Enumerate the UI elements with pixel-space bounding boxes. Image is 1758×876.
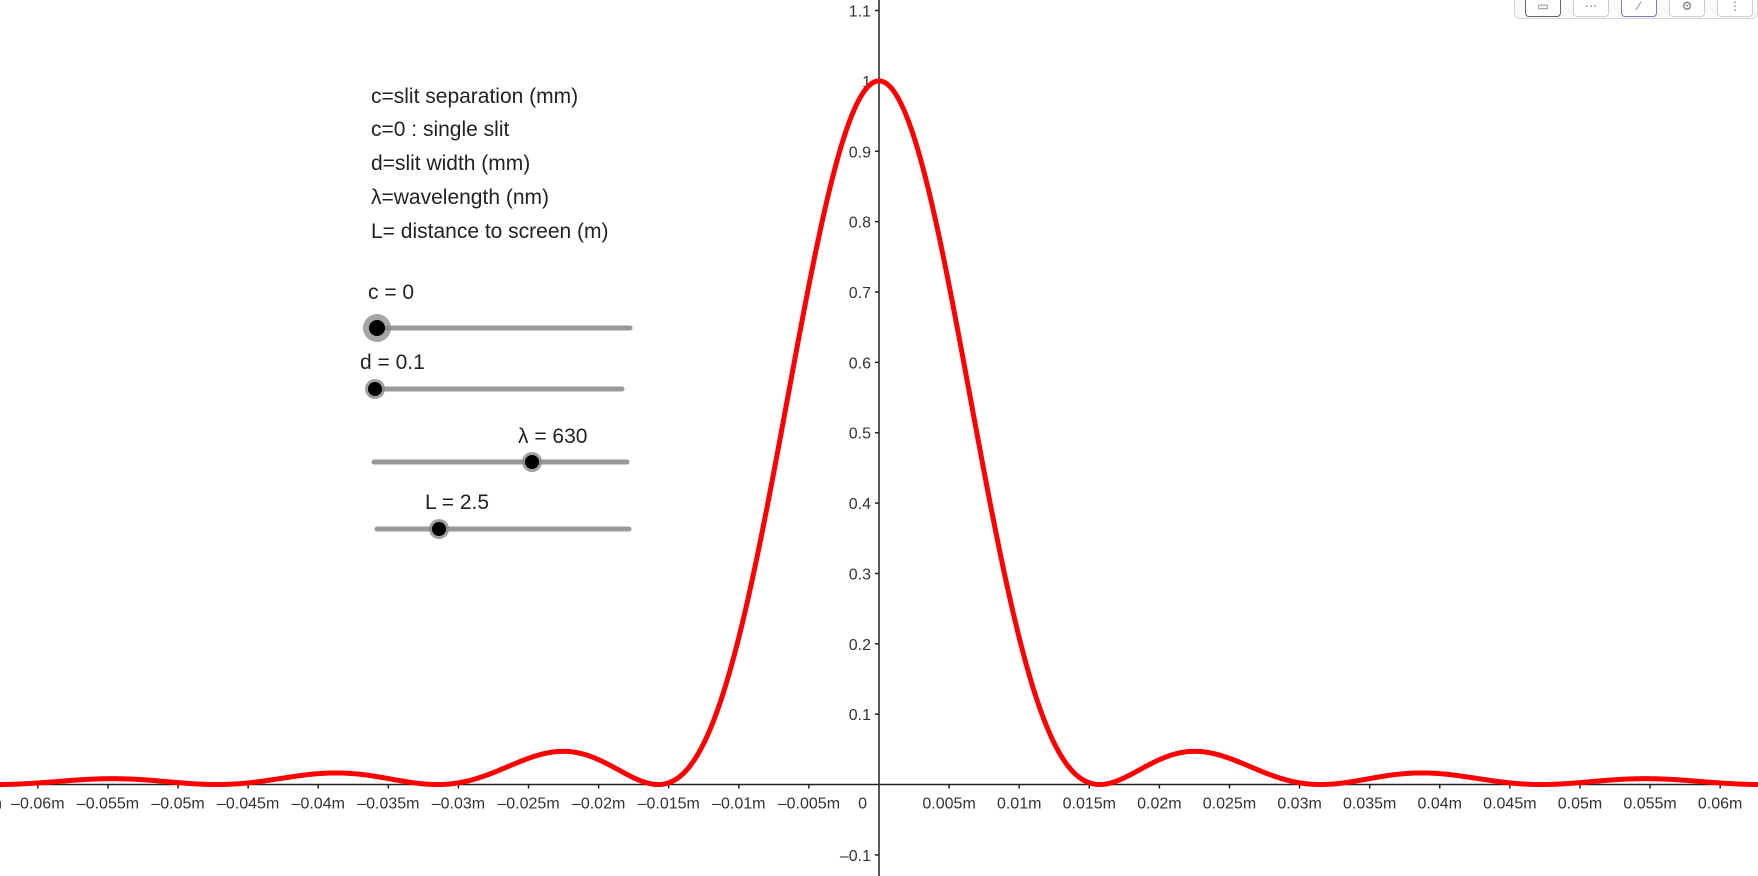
x-tick-label: –0.045m xyxy=(217,796,279,813)
info-line-slit-width: d=slit width (mm) xyxy=(371,152,530,175)
x-tick-label: 0.01m xyxy=(997,796,1041,813)
x-tick-label: 0.015m xyxy=(1063,796,1116,813)
x-tick-label: 0.025m xyxy=(1203,796,1256,813)
y-tick-label: 0.2 xyxy=(849,637,871,654)
slider-L-label: L = 2.5 xyxy=(425,491,489,514)
intensity-curve[interactable] xyxy=(0,78,1758,788)
x-axis-ticks: –0.06m –0.055m –0.05m –0.045m –0.04m –0.035m –… xyxy=(0,784,1742,813)
slider-L-handle[interactable] xyxy=(432,522,446,536)
y-tick-label: 0.5 xyxy=(849,426,871,443)
info-line-slit-separation: c=slit separation (mm) xyxy=(371,85,578,108)
y-tick-label: 1.1 xyxy=(849,4,871,21)
y-tick-label: 1 xyxy=(862,74,871,91)
origin-label: 0 xyxy=(858,796,867,813)
graphics-view-icon[interactable]: ▭ xyxy=(1525,0,1561,17)
slider-lambda-handle[interactable] xyxy=(525,455,539,469)
x-tick-label: –0.05m xyxy=(151,796,204,813)
x-tick-label: –0.06m xyxy=(11,796,64,813)
slider-lambda-label: λ = 630 xyxy=(518,425,587,448)
more-menu-icon[interactable]: ⋮ xyxy=(1717,0,1753,17)
x-tick-label: 0.03m xyxy=(1277,796,1321,813)
x-tick-label: 0.05m xyxy=(1558,796,1602,813)
x-tick-label: –0.01m xyxy=(712,796,765,813)
info-line-wavelength: λ=wavelength (nm) xyxy=(371,186,549,209)
y-tick-label: –0.1 xyxy=(840,848,871,865)
slider-lambda[interactable]: λ = 630 xyxy=(371,425,630,472)
y-axis-ticks: –0.1 0.1 0.2 0.3 0.4 0.5 0.6 0.7 0.8 0.9 1 1.1 xyxy=(840,4,879,865)
x-tick-label: –0.03m xyxy=(432,796,485,813)
x-tick-label: 0.005m xyxy=(922,796,975,813)
graphics-toolbar: ▭ ⋯ ⁄ ⚙ ⋮ xyxy=(1514,0,1758,19)
x-tick-label: –0.025m xyxy=(497,796,559,813)
slider-L[interactable]: L = 2.5 xyxy=(374,491,632,539)
info-line-single-slit: c=0 : single slit xyxy=(371,118,509,141)
slider-d-label: d = 0.1 xyxy=(360,351,425,374)
y-tick-label: 0.6 xyxy=(849,355,871,372)
style-icon[interactable]: ⁄ xyxy=(1621,0,1657,17)
x-tick-label: –0.02m xyxy=(572,796,625,813)
x-tick-label: 0.06m xyxy=(1698,796,1742,813)
x-tick-label: 0.035m xyxy=(1343,796,1396,813)
x-tick-label: –0.035m xyxy=(357,796,419,813)
x-tick-label: –0.015m xyxy=(638,796,700,813)
y-tick-label: 0.4 xyxy=(849,496,871,513)
x-tick-label: 0.02m xyxy=(1137,796,1181,813)
axes-icon[interactable]: ⋯ xyxy=(1573,0,1609,17)
y-tick-label: 0.1 xyxy=(849,707,871,724)
info-line-distance: L= distance to screen (m) xyxy=(371,220,609,243)
x-tick-label: 0.055m xyxy=(1623,796,1676,813)
x-tick-label: –0.005m xyxy=(778,796,840,813)
y-tick-label: 0.8 xyxy=(849,215,871,232)
slider-d[interactable]: d = 0.1 xyxy=(360,351,625,399)
y-tick-label: 0.3 xyxy=(849,566,871,583)
slider-d-handle[interactable] xyxy=(368,382,382,396)
x-edge-label: m xyxy=(0,796,2,813)
settings-gear-icon[interactable]: ⚙ xyxy=(1669,0,1705,17)
slider-c[interactable]: c = 0 xyxy=(363,281,633,342)
x-tick-label: 0.04m xyxy=(1418,796,1462,813)
y-tick-label: 0.7 xyxy=(849,285,871,302)
y-tick-label: 0.9 xyxy=(849,144,871,161)
slider-c-label: c = 0 xyxy=(368,281,414,304)
info-text-block: c=slit separation (mm) c=0 : single slit… xyxy=(371,85,609,243)
x-tick-label: 0.045m xyxy=(1483,796,1536,813)
slider-c-handle[interactable] xyxy=(369,320,385,336)
x-tick-label: –0.055m xyxy=(77,796,139,813)
x-tick-label: –0.04m xyxy=(292,796,345,813)
